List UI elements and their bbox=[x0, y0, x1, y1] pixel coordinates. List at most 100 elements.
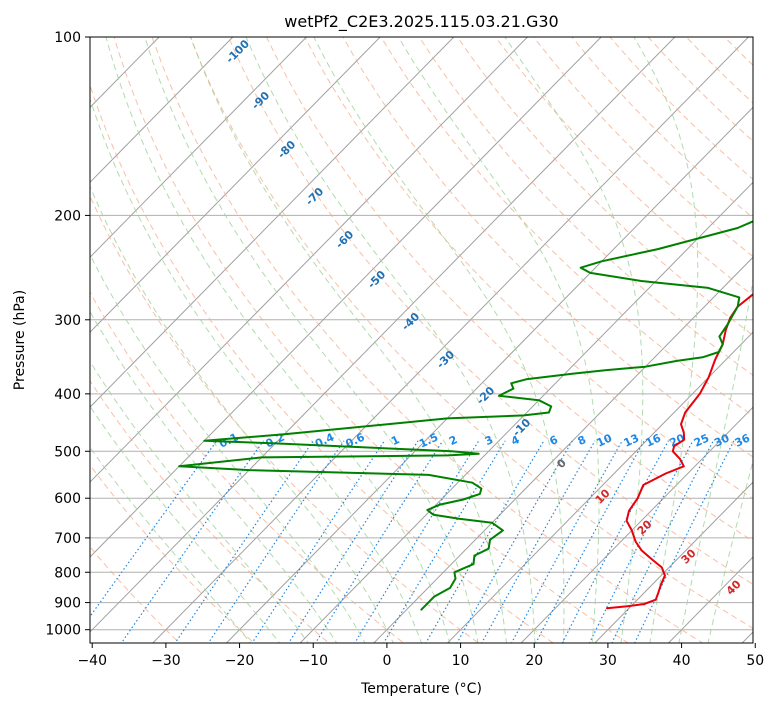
x-tick-label: 40 bbox=[673, 653, 691, 669]
isotherm-line bbox=[90, 37, 455, 408]
moist-adiabat-line bbox=[678, 276, 753, 643]
isotherm-line bbox=[373, 256, 753, 643]
x-axis-label: Temperature (°C) bbox=[360, 681, 482, 697]
x-tick-label: 50 bbox=[746, 653, 764, 669]
moist-adiabat-line bbox=[90, 310, 338, 643]
mixing-ratio-line bbox=[456, 440, 573, 643]
y-axis-ticks: 1000 900 800 700 600 500 400 300 200 100 bbox=[45, 30, 90, 639]
mixing-ratio-label: 20 bbox=[667, 431, 687, 449]
isotherm-line bbox=[446, 331, 753, 643]
isotherm-label: -30 bbox=[434, 348, 457, 371]
mixing-ratio-line bbox=[425, 440, 545, 643]
dry-adiabat-line bbox=[90, 83, 555, 643]
mixing-ratio-line bbox=[382, 440, 506, 643]
moist-adiabat-line bbox=[105, 37, 451, 643]
x-tick-label: −30 bbox=[151, 653, 181, 669]
moist-adiabat-line bbox=[504, 37, 644, 643]
plot-frame bbox=[89, 36, 754, 644]
dry-adiabat-line bbox=[304, 37, 753, 500]
mixing-ratio-label: 36 bbox=[733, 431, 753, 449]
y-tick-label: 600 bbox=[54, 491, 81, 507]
moist-adiabat-line bbox=[144, 37, 479, 643]
mixing-ratio-line bbox=[561, 440, 669, 643]
isotherm-line bbox=[594, 481, 753, 643]
y-tick-label: 300 bbox=[54, 313, 81, 329]
y-tick-label: 800 bbox=[54, 565, 81, 581]
x-tick-label: 20 bbox=[525, 653, 543, 669]
mixing-ratio-label: 30 bbox=[712, 431, 732, 449]
dry-adiabat-line bbox=[342, 37, 753, 458]
mixing-ratio-label: 1 bbox=[389, 433, 401, 448]
dry-adiabat-line bbox=[151, 37, 704, 643]
mixing-ratio-line bbox=[611, 440, 714, 643]
y-tick-label: 200 bbox=[54, 208, 81, 224]
mixing-ratio-line bbox=[634, 440, 735, 643]
y-axis-label: Pressure (hPa) bbox=[12, 290, 28, 390]
isotherm-line bbox=[520, 406, 753, 643]
moist-adiabat-line bbox=[313, 37, 565, 643]
mixing-ratio-line bbox=[481, 440, 596, 643]
y-tick-label: 700 bbox=[54, 531, 81, 547]
isotherm-line bbox=[299, 181, 753, 643]
mixing-ratio-line bbox=[207, 440, 345, 643]
moist-adiabat-line bbox=[707, 459, 753, 643]
moist-adiabat-line bbox=[90, 360, 309, 643]
dry-adiabat-line bbox=[647, 37, 753, 142]
moist-adiabat-line bbox=[245, 37, 536, 643]
isotherm-line bbox=[152, 37, 750, 643]
profiles bbox=[178, 220, 753, 611]
mixing-ratio-label: 16 bbox=[644, 431, 664, 449]
x-axis-ticks: −40 −30 −20 −10 0 10 20 30 40 50 bbox=[77, 643, 764, 669]
isotherm-line bbox=[667, 556, 753, 643]
moist-adiabat-label: 10 bbox=[593, 486, 613, 506]
x-tick-label: −20 bbox=[225, 653, 255, 669]
mixing-ratio-label: 2 bbox=[447, 433, 459, 448]
moist-adiabat-line bbox=[90, 97, 423, 643]
isotherm-label: -70 bbox=[303, 185, 326, 208]
dry-adiabat-line bbox=[418, 37, 753, 376]
moist-adiabat-line bbox=[90, 185, 394, 643]
isotherm-label: -80 bbox=[275, 138, 298, 161]
x-tick-label: −40 bbox=[77, 653, 107, 669]
x-tick-label: −10 bbox=[298, 653, 328, 669]
dry-adiabat-line bbox=[90, 546, 181, 643]
dry-adiabat-line bbox=[189, 37, 753, 629]
isotherm-line bbox=[90, 37, 602, 558]
mixing-ratio-line bbox=[588, 440, 694, 643]
x-tick-label: 10 bbox=[452, 653, 470, 669]
mixing-ratio-label: 13 bbox=[622, 431, 641, 449]
moist-adiabat-line bbox=[90, 405, 281, 643]
dry-adiabat-line bbox=[113, 37, 629, 643]
isotherm-line bbox=[90, 37, 381, 333]
isotherm-line bbox=[90, 37, 308, 258]
dry-adiabat-line bbox=[90, 194, 480, 643]
mixing-ratio-line bbox=[535, 440, 645, 643]
mixing-ratio-line bbox=[120, 440, 264, 643]
dry-adiabat-line bbox=[494, 37, 753, 297]
mixing-ratio-line bbox=[90, 440, 218, 618]
mixing-ratio-label: 1.5 bbox=[417, 431, 440, 451]
mixing-ratio-label: 10 bbox=[595, 431, 615, 449]
dry-adiabat-line bbox=[266, 37, 753, 542]
y-tick-label: 900 bbox=[54, 596, 81, 612]
y-tick-label: 100 bbox=[54, 30, 81, 46]
moist-adiabat-line bbox=[90, 446, 252, 643]
moist-adiabat-label: 20 bbox=[635, 517, 655, 537]
dry-adiabat-line bbox=[90, 291, 405, 643]
isotherm-label: -50 bbox=[365, 268, 388, 291]
dry-adiabat-line bbox=[380, 37, 753, 417]
dry-adiabat-line bbox=[456, 37, 753, 336]
mixing-ratio-line bbox=[314, 440, 444, 643]
background-lines bbox=[90, 37, 753, 643]
moist-adiabat-line bbox=[90, 253, 366, 643]
moist-adiabat-label: 40 bbox=[724, 577, 744, 597]
x-tick-label: 30 bbox=[599, 653, 617, 669]
mixing-ratio-label: 6 bbox=[547, 433, 560, 448]
mixing-ratio-line bbox=[510, 440, 623, 643]
moist-adiabat-line bbox=[633, 37, 699, 643]
chart-title: wetPf2_C2E3.2025.115.03.21.G30 bbox=[284, 12, 558, 32]
moist-adiabat-line bbox=[397, 37, 600, 643]
mixing-ratio-label: 25 bbox=[692, 431, 711, 449]
y-tick-label: 1000 bbox=[45, 623, 81, 639]
